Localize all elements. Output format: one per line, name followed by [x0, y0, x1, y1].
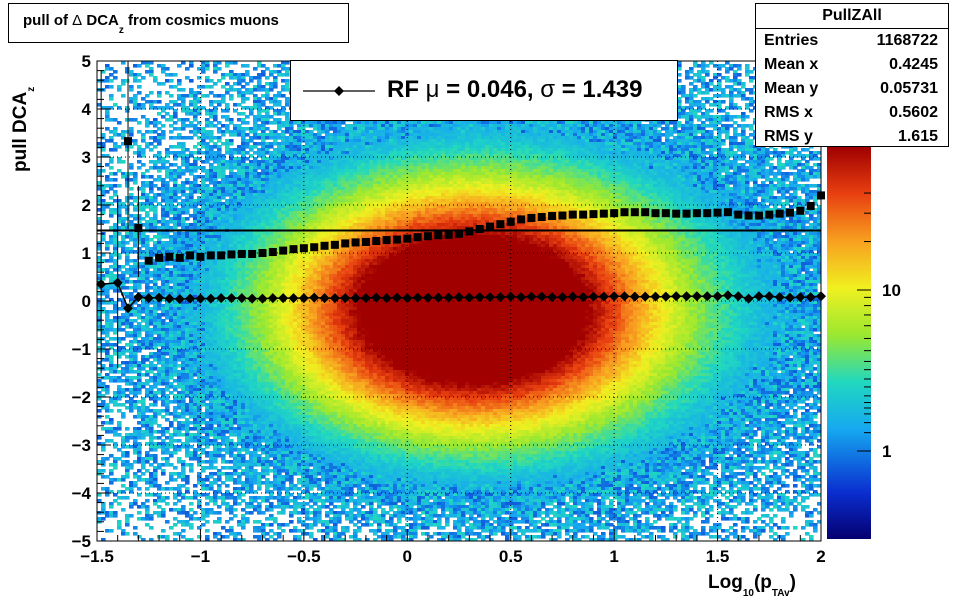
square-marker: [476, 225, 484, 233]
square-marker: [445, 231, 453, 239]
square-marker: [569, 211, 577, 219]
square-marker: [362, 238, 370, 246]
square-marker: [403, 235, 411, 243]
square-marker: [517, 215, 525, 223]
y-tick-label: −5: [72, 532, 91, 551]
square-marker: [631, 208, 639, 216]
square-marker: [372, 237, 380, 245]
stats-name: PullZAll: [756, 4, 948, 29]
square-marker: [341, 239, 349, 247]
square-marker: [196, 253, 204, 261]
square-marker: [662, 209, 670, 217]
stats-row-mean-x: Mean x 0.4245: [756, 53, 948, 77]
square-marker: [238, 250, 246, 258]
square-marker: [165, 253, 173, 261]
square-marker: [321, 242, 329, 250]
square-marker: [776, 210, 784, 218]
square-marker: [227, 250, 235, 258]
x-tick-label: 0.5: [499, 547, 523, 566]
square-marker: [290, 245, 298, 253]
square-marker: [641, 208, 649, 216]
x-axis-label: Log10(pTAv): [708, 572, 796, 594]
legend: RF μ = 0.046, σ = 1.439: [290, 60, 678, 121]
square-marker: [703, 209, 711, 217]
square-marker: [610, 209, 618, 217]
square-marker: [652, 209, 660, 217]
y-tick-label: 5: [82, 52, 91, 71]
y-tick-label: −1: [72, 340, 91, 359]
stats-row-rms-x: RMS x 0.5602: [756, 101, 948, 125]
square-marker: [755, 212, 763, 220]
square-marker: [796, 207, 804, 215]
x-tick-label: 2: [816, 547, 825, 566]
square-marker: [258, 249, 266, 257]
y-tick-label: 4: [82, 100, 92, 119]
square-marker: [672, 210, 680, 218]
square-marker: [414, 233, 422, 241]
square-marker: [279, 247, 287, 255]
square-marker: [620, 208, 628, 216]
stats-row-mean-y: Mean y 0.05731: [756, 77, 948, 101]
square-marker: [176, 254, 184, 262]
y-axis-label: pull DCAz: [10, 87, 32, 172]
square-marker: [434, 231, 442, 239]
y-tick-label: 0: [82, 292, 91, 311]
square-marker: [145, 257, 153, 265]
square-marker: [579, 211, 587, 219]
square-marker: [207, 251, 215, 259]
square-marker: [496, 220, 504, 228]
square-marker: [558, 212, 566, 220]
y-tick-label: 2: [82, 196, 91, 215]
stats-box: PullZAll Entries 1168722 Mean x 0.4245 Mea…: [755, 3, 949, 147]
y-tick-label: −2: [72, 388, 91, 407]
square-marker: [527, 214, 535, 222]
square-marker: [424, 232, 432, 240]
square-marker: [765, 211, 773, 219]
square-marker: [155, 254, 163, 262]
y-tick-label: −4: [72, 484, 92, 503]
square-marker: [455, 230, 463, 238]
square-marker: [724, 208, 732, 216]
square-marker: [486, 223, 494, 231]
x-tick-label: 1.5: [706, 547, 730, 566]
square-marker: [269, 248, 277, 256]
y-tick-label: 3: [82, 148, 91, 167]
z-tick-label: 10: [882, 281, 901, 300]
square-marker: [548, 212, 556, 220]
square-marker: [383, 236, 391, 244]
square-marker: [683, 210, 691, 218]
square-marker: [589, 210, 597, 218]
square-marker: [786, 209, 794, 217]
plot-title: pull of Δ DCAz from cosmics muons: [8, 3, 349, 43]
square-marker: [538, 213, 546, 221]
z-tick-label: 1: [882, 442, 891, 461]
color-scale-bar: [827, 147, 871, 539]
square-marker: [217, 251, 225, 259]
legend-marker: [299, 61, 379, 122]
stats-row-entries: Entries 1168722: [756, 29, 948, 53]
x-tick-label: −1: [191, 547, 210, 566]
x-tick-label: 0: [403, 547, 412, 566]
square-marker: [807, 202, 815, 210]
square-marker: [248, 250, 256, 258]
square-marker: [310, 243, 318, 251]
square-marker: [393, 236, 401, 244]
legend-label: RF μ = 0.046, σ = 1.439: [387, 76, 642, 104]
square-marker: [600, 210, 608, 218]
square-marker: [693, 209, 701, 217]
stats-row-rms-y: RMS y 1.615: [756, 125, 948, 149]
square-marker: [331, 241, 339, 249]
square-marker: [745, 212, 753, 220]
y-tick-label: 1: [82, 244, 91, 263]
square-marker: [714, 209, 722, 217]
square-marker: [507, 218, 515, 226]
x-tick-label: −0.5: [287, 547, 321, 566]
square-marker: [300, 244, 308, 252]
square-marker: [734, 211, 742, 219]
square-marker: [352, 238, 360, 246]
y-tick-label: −3: [72, 436, 91, 455]
square-marker: [465, 227, 473, 235]
square-marker: [186, 251, 194, 259]
x-tick-label: 1: [609, 547, 618, 566]
